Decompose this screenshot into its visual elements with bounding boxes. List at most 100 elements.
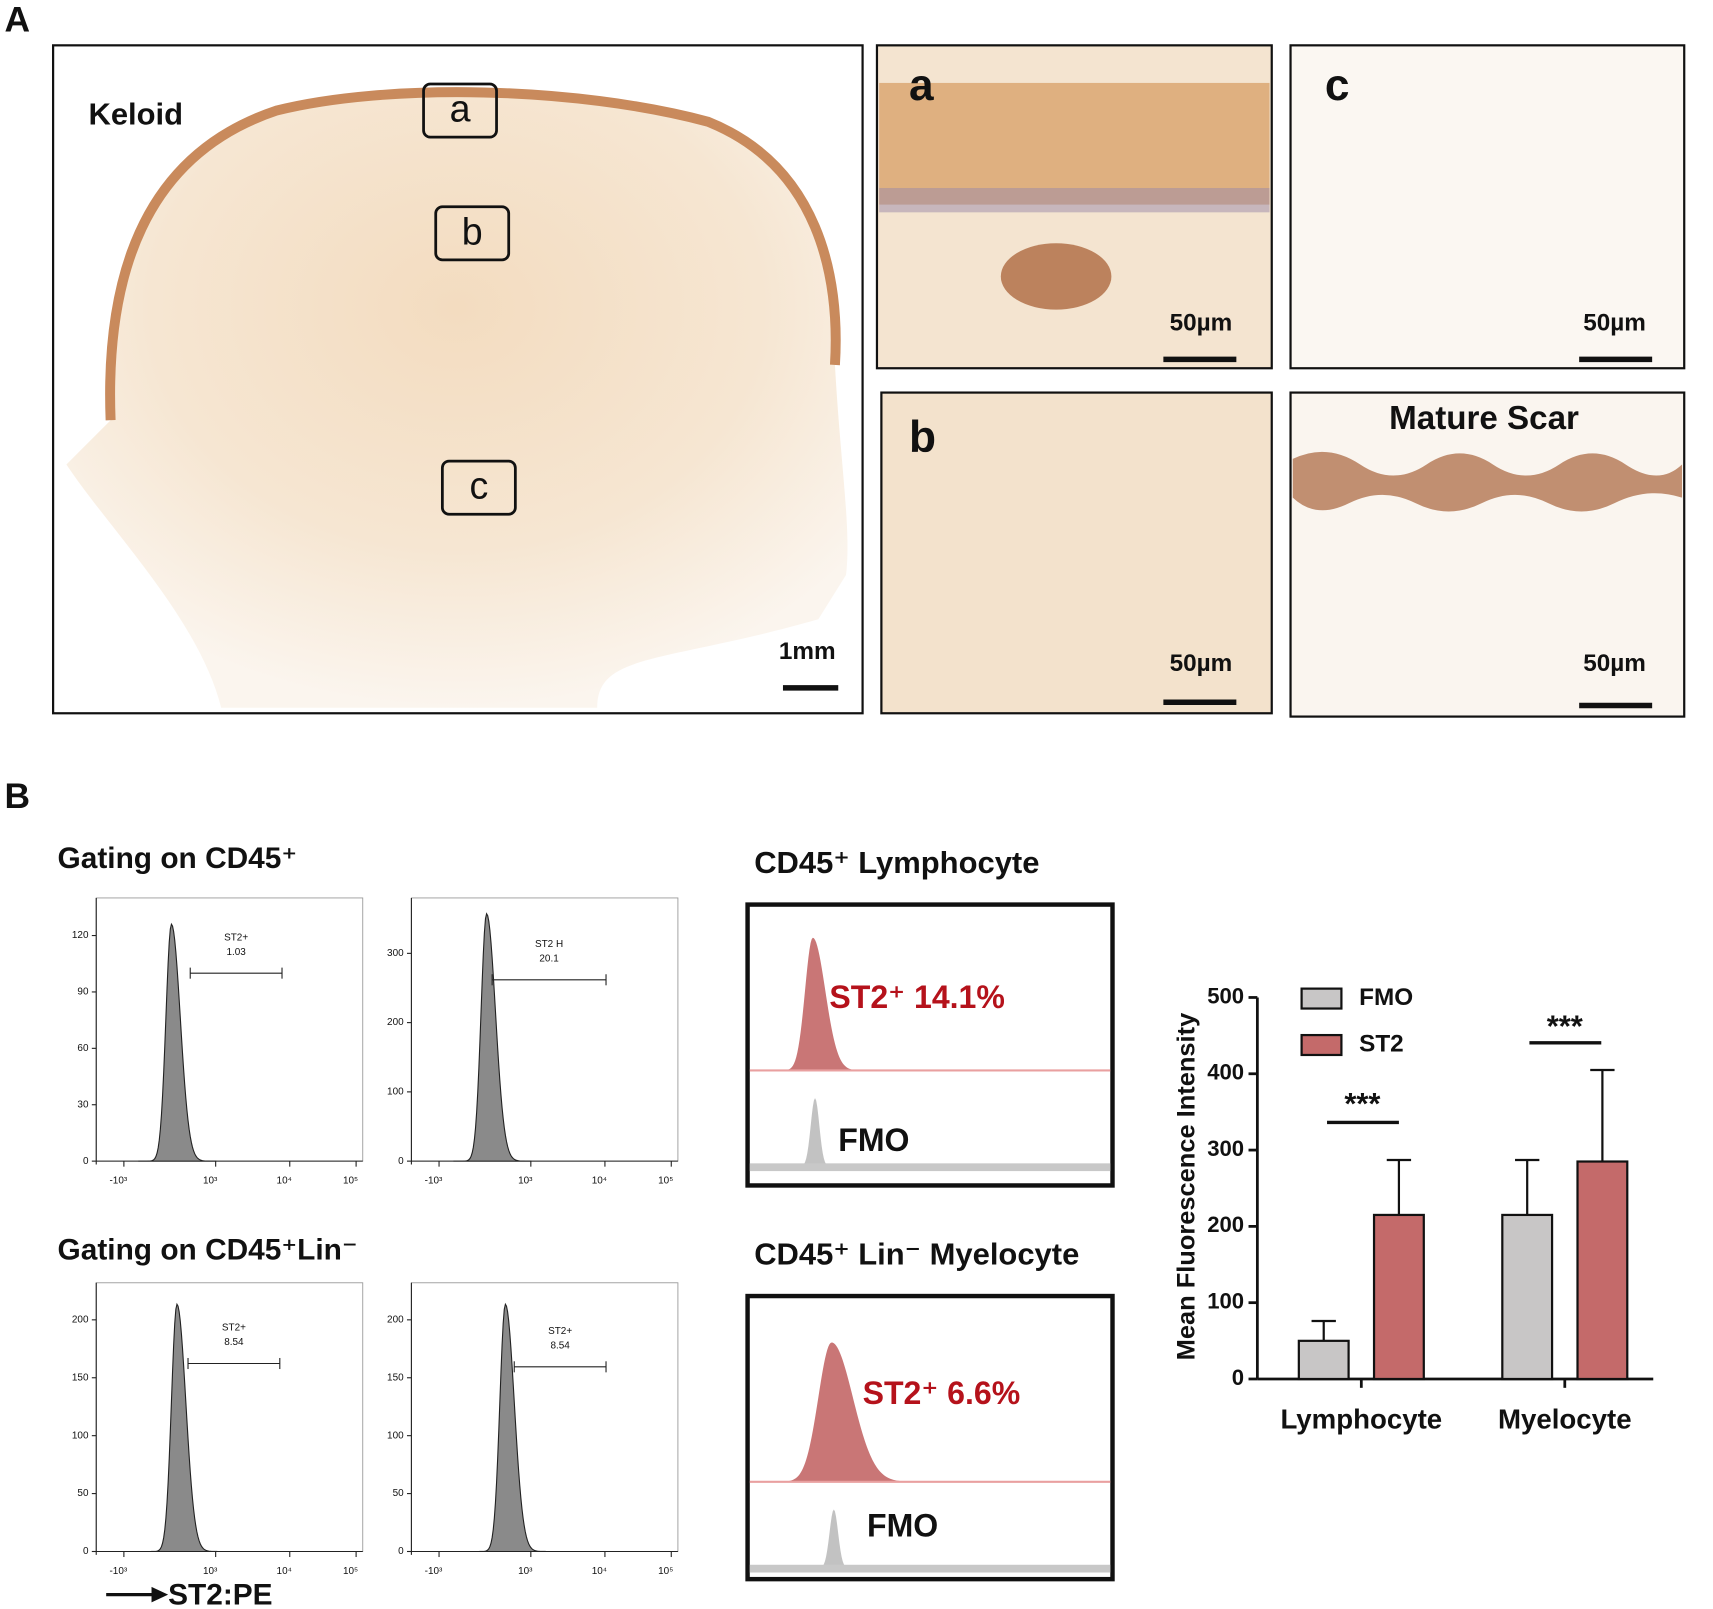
- bar: [1576, 1160, 1629, 1381]
- gate-name: ST2+: [222, 1323, 246, 1334]
- x-tick-label: -10³: [110, 1566, 128, 1577]
- region-box: [440, 459, 517, 516]
- epidermis: [879, 82, 1270, 205]
- x-tick-label: 10⁵: [658, 1176, 673, 1187]
- y-tick-label: 0: [83, 1156, 89, 1167]
- y-tick-label: 200: [1207, 1212, 1244, 1237]
- region-box: [434, 205, 511, 262]
- positive-label: ST2⁺ 14.1%: [829, 979, 1004, 1015]
- region-box: [422, 82, 498, 139]
- gate-value: 20.1: [539, 953, 559, 964]
- overlay-frame: [745, 1293, 1115, 1582]
- histogram-peak: [453, 912, 531, 1162]
- row-title: Gating on CD45⁺: [58, 842, 298, 875]
- x-tick-label: -10³: [425, 1566, 443, 1577]
- y-tick-label: 300: [1207, 1136, 1244, 1161]
- control-peak: [816, 1509, 848, 1569]
- scale-label: 1mm: [779, 638, 836, 665]
- histogram-peak: [143, 1302, 222, 1553]
- x-tick-label: 10⁴: [277, 1176, 292, 1187]
- y-tick-label: 0: [398, 1156, 404, 1167]
- gate-name: ST2+: [548, 1326, 572, 1337]
- significance: ***: [1344, 1086, 1381, 1121]
- scale-label: 50µm: [1170, 309, 1233, 336]
- bar: [1297, 1339, 1350, 1381]
- image-label: Keloid: [88, 96, 183, 131]
- x-tick-label: 10⁴: [592, 1566, 607, 1577]
- micrograph: [880, 391, 1273, 715]
- bar: [1501, 1213, 1554, 1381]
- legend-label: FMO: [1359, 984, 1413, 1011]
- x-tick-label: 10⁵: [658, 1566, 673, 1577]
- bar: [1372, 1213, 1425, 1381]
- x-tick-label: -10³: [425, 1176, 443, 1187]
- x-tick-label: 10³: [203, 1176, 218, 1187]
- gate-value: 1.03: [226, 947, 246, 958]
- y-tick-label: 0: [1232, 1365, 1244, 1390]
- positive-label: ST2⁺ 6.6%: [863, 1375, 1021, 1411]
- y-tick-label: 60: [77, 1043, 89, 1054]
- y-tick-label: 100: [72, 1430, 89, 1441]
- scale-label: 50µm: [1583, 309, 1646, 336]
- region-label: a: [450, 88, 471, 130]
- panel-letter: A: [4, 0, 30, 39]
- x-tick-label: 10⁵: [343, 1176, 358, 1187]
- image-label: b: [909, 413, 936, 462]
- scale-label: 50µm: [1170, 650, 1233, 677]
- gate-name: ST2 H: [535, 939, 563, 950]
- y-tick-label: 90: [77, 987, 89, 998]
- scale-label: 50µm: [1583, 650, 1646, 677]
- y-tick-label: 300: [387, 948, 404, 959]
- y-tick-label: 50: [393, 1488, 405, 1499]
- y-tick-label: 150: [387, 1372, 404, 1383]
- epidermis: [1292, 451, 1683, 512]
- legend-swatch: [1300, 1033, 1343, 1057]
- tissue: [66, 92, 848, 708]
- image-label: c: [1325, 61, 1350, 110]
- baseline: [749, 1564, 1111, 1573]
- overlay-title: CD45⁺ Lymphocyte: [754, 845, 1039, 880]
- epidermis: [105, 87, 841, 421]
- legend-label: ST2: [1359, 1030, 1404, 1057]
- gate-value: 8.54: [550, 1340, 570, 1351]
- region-label: c: [469, 465, 488, 507]
- x-tick-label: 10³: [518, 1176, 533, 1187]
- significance: ***: [1547, 1009, 1584, 1044]
- basal-layer: [879, 187, 1270, 213]
- x-tick-label: 10³: [203, 1566, 218, 1577]
- y-tick-label: 200: [387, 1017, 404, 1028]
- histogram-peak: [472, 1302, 550, 1553]
- image-label: a: [909, 61, 934, 110]
- y-tick-label: 200: [387, 1314, 404, 1325]
- histogram-frame: [410, 897, 679, 1162]
- control-label: FMO: [838, 1122, 909, 1158]
- micrograph: [1289, 391, 1686, 718]
- micrograph: [1289, 44, 1686, 370]
- baseline: [749, 1163, 1111, 1172]
- y-tick-label: 50: [77, 1488, 89, 1499]
- y-tick-label: 0: [398, 1546, 404, 1557]
- legend-swatch: [1300, 987, 1343, 1010]
- x-tick-label: -10³: [110, 1176, 128, 1187]
- gate-name: ST2+: [224, 932, 248, 943]
- overlay-title: CD45⁺ Lin⁻ Myelocyte: [754, 1236, 1079, 1271]
- x-tick-label: Myelocyte: [1498, 1403, 1632, 1434]
- x-tick-label: 10⁵: [343, 1566, 358, 1577]
- control-peak: [797, 1098, 829, 1167]
- control-label: FMO: [867, 1508, 938, 1544]
- y-tick-label: 100: [387, 1086, 404, 1097]
- y-tick-label: 120: [72, 930, 89, 941]
- y-tick-label: 30: [77, 1099, 89, 1110]
- y-tick-label: 100: [1207, 1289, 1244, 1314]
- x-tick-label: 10³: [518, 1566, 533, 1577]
- positive-peak: [778, 1342, 921, 1482]
- arrow-head: [151, 1586, 169, 1603]
- positive-peak: [781, 937, 902, 1071]
- y-tick-label: 500: [1207, 983, 1244, 1008]
- y-tick-label: 400: [1207, 1060, 1244, 1085]
- y-tick-label: 200: [72, 1314, 89, 1325]
- x-tick-label: 10⁴: [592, 1176, 607, 1187]
- row-title: Gating on CD45⁺Lin⁻: [58, 1234, 358, 1267]
- x-tick-label: 10⁴: [277, 1566, 292, 1577]
- panel-letter: B: [4, 777, 30, 816]
